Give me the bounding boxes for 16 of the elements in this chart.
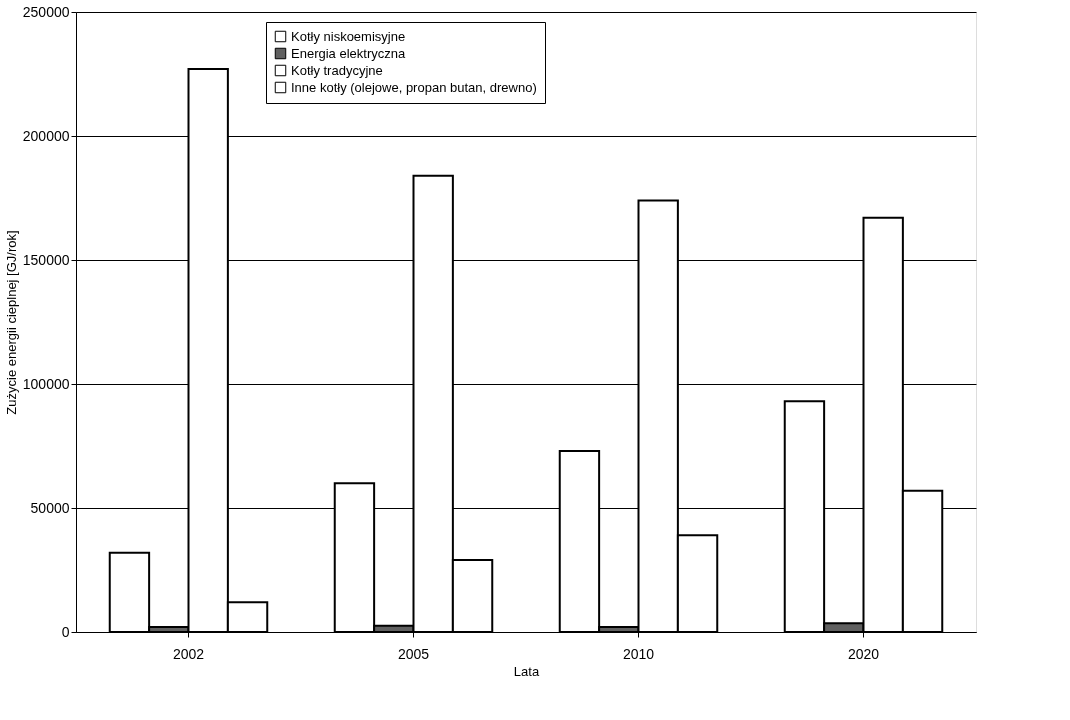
legend-label: Inne kotły (olejowe, propan butan, drewno) <box>291 79 537 95</box>
y-tick-label: 50000 <box>30 499 70 516</box>
x-tick-label: 2002 <box>172 645 205 662</box>
legend-label: Energia elektryczna <box>291 45 406 61</box>
y-tick-label: 100000 <box>22 375 70 392</box>
legend-label: Kotły tradycyjne <box>291 62 383 78</box>
y-tick-label: 250000 <box>22 3 70 20</box>
y-tick-label: 150000 <box>22 251 70 268</box>
x-tick-label: 2010 <box>622 645 655 662</box>
y-tick-label: 0 <box>61 623 70 640</box>
x-tick-label: 2005 <box>397 645 430 662</box>
y-axis-title: Zużycie energii cieplnej [GJ/rok] <box>3 230 19 415</box>
y-tick-label: 200000 <box>22 127 70 144</box>
legend-label: Kotły niskoemisyjne <box>291 28 406 44</box>
x-axis-title: Lata <box>513 663 540 679</box>
x-tick-label: 2020 <box>847 645 880 662</box>
